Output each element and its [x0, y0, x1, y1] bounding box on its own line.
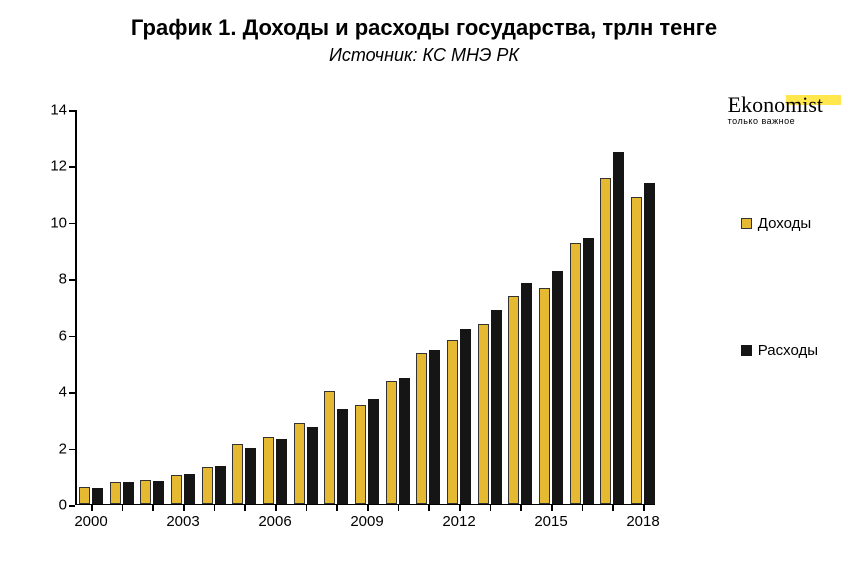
x-tick — [520, 505, 522, 511]
bar-income — [508, 296, 519, 503]
logo-main-text: Ekonomist — [728, 92, 823, 117]
bar-expense — [337, 409, 348, 504]
bar-expense — [368, 399, 379, 503]
y-axis-line — [75, 110, 77, 505]
bar-expense — [460, 329, 471, 504]
bar-income — [110, 482, 121, 503]
x-tick-label: 2000 — [74, 513, 107, 530]
bar-expense — [215, 466, 226, 503]
chart-title: График 1. Доходы и расходы государства, … — [0, 15, 848, 41]
y-tick — [69, 449, 75, 451]
bar-expense — [92, 488, 103, 504]
x-tick — [122, 505, 124, 511]
y-tick — [69, 223, 75, 225]
x-tick — [244, 505, 246, 511]
x-tick — [490, 505, 492, 511]
y-tick-label: 8 — [37, 271, 67, 288]
x-tick — [643, 505, 645, 511]
bar-expense — [245, 448, 256, 503]
y-tick — [69, 392, 75, 394]
bar-expense — [583, 238, 594, 503]
y-tick — [69, 279, 75, 281]
legend-item-expense: Расходы — [741, 342, 818, 359]
y-tick-label: 10 — [37, 214, 67, 231]
bar-expense — [491, 310, 502, 503]
x-tick-label: 2003 — [166, 513, 199, 530]
y-tick-label: 12 — [37, 158, 67, 175]
x-tick — [91, 505, 93, 511]
bar-income — [631, 197, 642, 503]
x-tick — [275, 505, 277, 511]
x-tick — [183, 505, 185, 511]
bar-income — [294, 423, 305, 503]
legend-swatch-expense — [741, 345, 752, 356]
bar-income — [386, 381, 397, 504]
y-tick-label: 14 — [37, 102, 67, 119]
chart-subtitle: Источник: КС МНЭ РК — [0, 45, 848, 66]
legend: Доходы Расходы — [741, 215, 818, 469]
bar-income — [355, 405, 366, 504]
x-tick — [367, 505, 369, 511]
x-tick — [612, 505, 614, 511]
bar-expense — [552, 271, 563, 504]
x-tick — [336, 505, 338, 511]
bar-income — [324, 391, 335, 504]
bar-income — [416, 353, 427, 504]
bar-expense — [399, 378, 410, 504]
x-tick — [459, 505, 461, 511]
bar-expense — [307, 427, 318, 503]
bar-income — [539, 288, 550, 504]
bar-expense — [644, 183, 655, 503]
legend-item-income: Доходы — [741, 215, 818, 232]
bar-expense — [521, 283, 532, 503]
legend-label-income: Доходы — [758, 215, 811, 232]
y-tick — [69, 110, 75, 112]
x-tick — [551, 505, 553, 511]
x-tick-label: 2015 — [534, 513, 567, 530]
publisher-logo: Ekonomist только важное — [728, 92, 823, 126]
x-tick-label: 2018 — [626, 513, 659, 530]
legend-swatch-income — [741, 218, 752, 229]
x-tick — [152, 505, 154, 511]
y-tick-label: 4 — [37, 384, 67, 401]
x-tick-label: 2009 — [350, 513, 383, 530]
bar-income — [202, 467, 213, 504]
logo-text: Ekonomist — [728, 92, 823, 118]
y-tick — [69, 505, 75, 507]
bar-income — [232, 444, 243, 503]
chart-container: График 1. Доходы и расходы государства, … — [0, 0, 848, 566]
bar-expense — [429, 350, 440, 504]
y-tick-label: 0 — [37, 497, 67, 514]
bar-income — [447, 340, 458, 504]
bar-income — [171, 475, 182, 504]
x-tick-label: 2006 — [258, 513, 291, 530]
x-tick — [306, 505, 308, 511]
bar-income — [263, 437, 274, 503]
bar-expense — [153, 481, 164, 504]
x-tick — [398, 505, 400, 511]
bar-income — [570, 243, 581, 504]
bar-expense — [184, 474, 195, 504]
bar-income — [79, 487, 90, 504]
y-tick-label: 6 — [37, 327, 67, 344]
y-tick — [69, 336, 75, 338]
x-tick — [214, 505, 216, 511]
x-tick — [428, 505, 430, 511]
bar-income — [478, 324, 489, 503]
x-tick-label: 2012 — [442, 513, 475, 530]
y-tick — [69, 166, 75, 168]
plot-area: 02468101214 2000200320062009201220152018 — [75, 110, 655, 505]
x-axis-line — [75, 504, 655, 506]
bar-expense — [276, 439, 287, 504]
x-tick — [582, 505, 584, 511]
y-tick-label: 2 — [37, 440, 67, 457]
bar-expense — [123, 482, 134, 503]
bar-expense — [613, 152, 624, 503]
bar-income — [140, 480, 151, 503]
bar-income — [600, 178, 611, 504]
legend-label-expense: Расходы — [758, 342, 818, 359]
